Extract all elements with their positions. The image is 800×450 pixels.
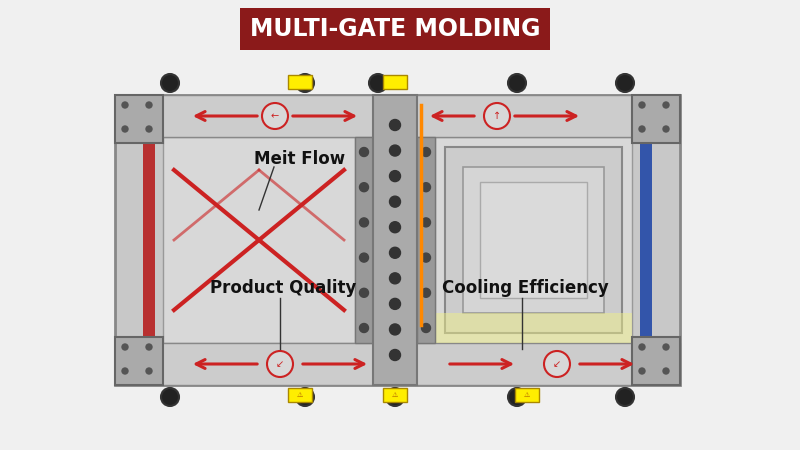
Bar <box>383 388 407 402</box>
Circle shape <box>508 388 526 406</box>
Text: ↑: ↑ <box>493 111 501 121</box>
Circle shape <box>422 148 430 157</box>
Circle shape <box>359 148 369 157</box>
Circle shape <box>359 183 369 192</box>
Circle shape <box>359 253 369 262</box>
Circle shape <box>422 288 430 297</box>
Circle shape <box>663 126 669 132</box>
Bar <box>115 95 680 385</box>
Circle shape <box>639 368 645 374</box>
Circle shape <box>161 74 179 92</box>
Circle shape <box>296 388 314 406</box>
Circle shape <box>639 344 645 350</box>
Circle shape <box>262 103 288 129</box>
Circle shape <box>122 344 128 350</box>
Bar <box>355 137 373 343</box>
Circle shape <box>296 74 314 92</box>
Text: MULTI-GATE MOLDING: MULTI-GATE MOLDING <box>250 17 540 41</box>
Circle shape <box>146 368 152 374</box>
Circle shape <box>390 273 401 284</box>
Circle shape <box>122 126 128 132</box>
Circle shape <box>422 183 430 192</box>
Circle shape <box>390 196 401 207</box>
Bar <box>640 123 652 357</box>
Circle shape <box>390 145 401 156</box>
Circle shape <box>390 350 401 360</box>
Text: ↙: ↙ <box>553 359 561 369</box>
Circle shape <box>639 102 645 108</box>
Circle shape <box>146 102 152 108</box>
Text: ⚠: ⚠ <box>297 392 303 398</box>
Circle shape <box>161 388 179 406</box>
Circle shape <box>616 74 634 92</box>
Bar <box>288 75 312 89</box>
Circle shape <box>359 288 369 297</box>
Bar <box>515 388 539 402</box>
Bar <box>445 147 622 333</box>
Bar <box>288 388 312 402</box>
Circle shape <box>122 102 128 108</box>
Bar <box>115 337 163 385</box>
Circle shape <box>422 253 430 262</box>
Circle shape <box>663 368 669 374</box>
Bar <box>115 95 680 137</box>
Circle shape <box>359 218 369 227</box>
Circle shape <box>663 344 669 350</box>
Text: Cooling Efficiency: Cooling Efficiency <box>442 279 609 297</box>
Circle shape <box>390 248 401 258</box>
Text: Meit Flow: Meit Flow <box>254 150 345 168</box>
Bar <box>383 75 407 89</box>
Text: Product Quality: Product Quality <box>210 279 356 297</box>
Circle shape <box>359 324 369 333</box>
Text: ←: ← <box>271 111 279 121</box>
Bar <box>463 167 604 313</box>
Circle shape <box>390 222 401 233</box>
Text: ⚠: ⚠ <box>524 392 530 398</box>
Bar <box>632 337 680 385</box>
Circle shape <box>508 74 526 92</box>
Circle shape <box>484 103 510 129</box>
Circle shape <box>616 388 634 406</box>
Bar <box>373 95 417 385</box>
Circle shape <box>267 351 293 377</box>
Bar <box>115 343 680 385</box>
Text: ⚠: ⚠ <box>392 392 398 398</box>
Circle shape <box>390 120 401 130</box>
Bar <box>435 137 632 343</box>
Circle shape <box>369 74 387 92</box>
Circle shape <box>122 368 128 374</box>
Bar <box>417 137 435 343</box>
Circle shape <box>390 324 401 335</box>
Circle shape <box>422 324 430 333</box>
Circle shape <box>639 126 645 132</box>
Circle shape <box>390 171 401 182</box>
Circle shape <box>544 351 570 377</box>
Circle shape <box>386 388 404 406</box>
Circle shape <box>390 298 401 310</box>
Bar <box>163 137 355 343</box>
Bar <box>115 95 163 143</box>
Circle shape <box>422 218 430 227</box>
Bar <box>143 123 155 357</box>
Circle shape <box>146 126 152 132</box>
Circle shape <box>146 344 152 350</box>
Bar <box>480 182 587 298</box>
Text: ↙: ↙ <box>276 359 284 369</box>
Circle shape <box>663 102 669 108</box>
Bar <box>240 8 550 50</box>
Bar <box>632 95 680 143</box>
Bar <box>435 313 632 343</box>
